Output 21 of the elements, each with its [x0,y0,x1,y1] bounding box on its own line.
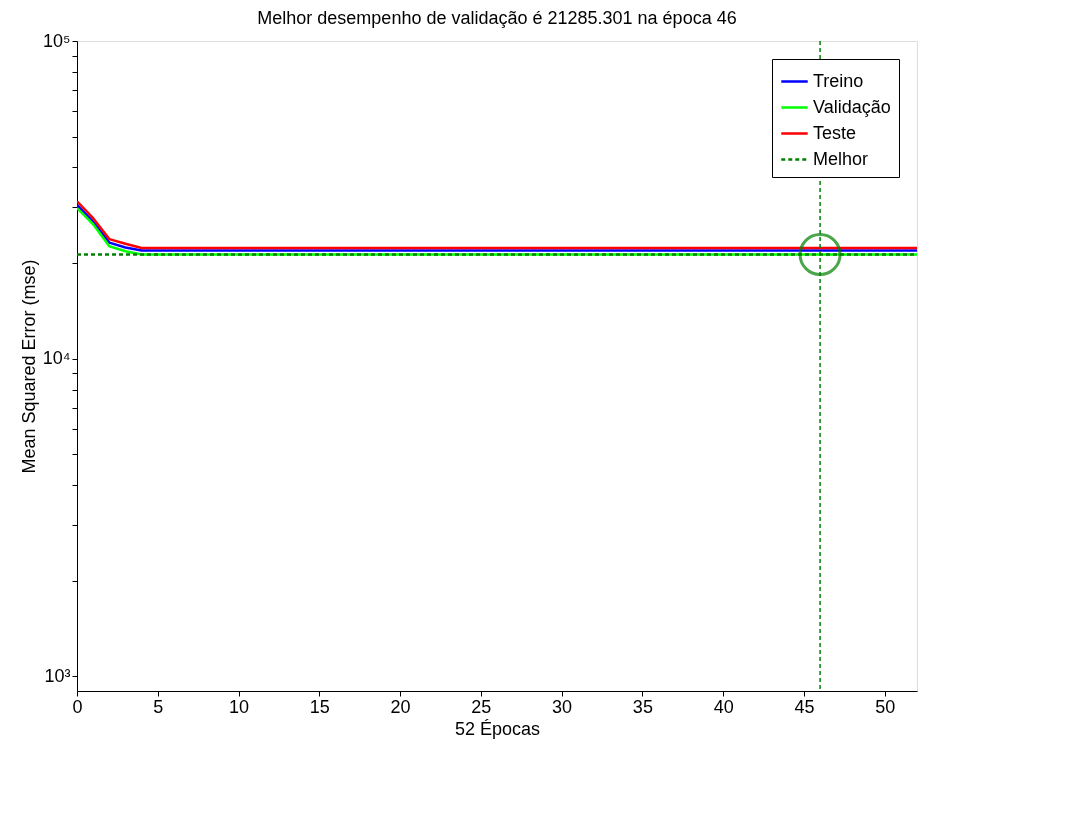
x-tick-label: 15 [309,696,330,717]
x-tick-label: 5 [153,696,164,717]
y-tick-label: 10⁵ [43,30,71,51]
y-tick-label: 10³ [44,665,71,686]
x-tick-label: 10 [229,696,250,717]
chart-title: Melhor desempenho de validação é 21285.301 na época 46 [257,8,737,28]
legend-label: Melhor [813,148,869,169]
legend-label: Validação [813,96,891,117]
x-tick-label: 50 [875,696,896,717]
y-axis-title: Mean Squared Error (mse) [18,259,39,474]
legend-label: Teste [813,122,857,143]
x-tick-label: 25 [471,696,492,717]
x-tick-label: 0 [72,696,83,717]
x-axis-title: 52 Épocas [454,718,541,739]
x-tick-label: 30 [552,696,573,717]
legend-label: Treino [813,70,864,91]
y-tick-label: 10⁴ [42,348,71,369]
x-tick-label: 20 [390,696,411,717]
x-tick-label: 35 [632,696,653,717]
x-tick-label: 40 [713,696,734,717]
x-tick-label: 45 [794,696,815,717]
